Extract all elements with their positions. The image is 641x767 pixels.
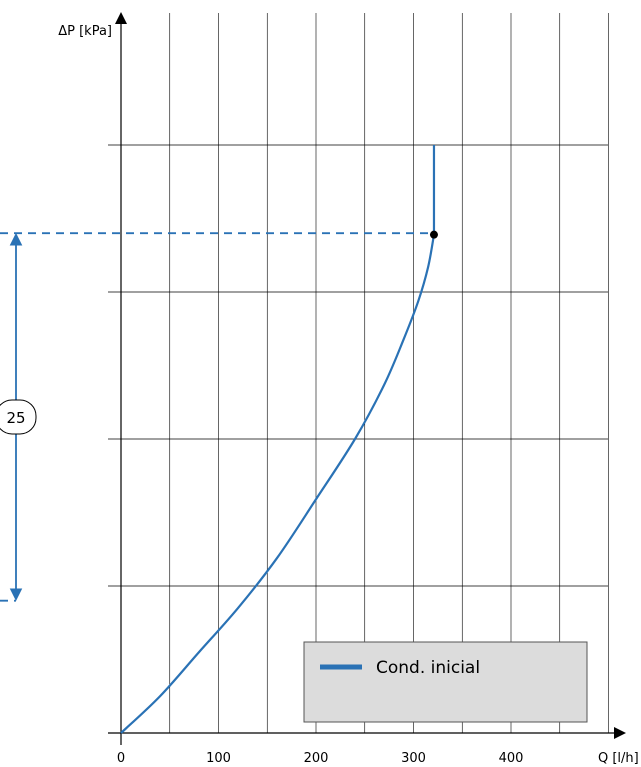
operating-point-marker — [429, 230, 438, 239]
legend-label: Cond. inicial — [376, 658, 480, 678]
y-axis-arrow-icon — [115, 12, 127, 24]
y-axis-label: ΔP [kPa] — [58, 24, 112, 39]
legend-box — [303, 641, 588, 723]
dimension-label: 25 — [6, 409, 25, 427]
dimension-annotation: 25 — [0, 232, 434, 602]
legend: Cond. inicial — [303, 641, 588, 723]
series-line-cond-inicial — [120, 145, 436, 734]
x-tick-label: 100 — [206, 751, 231, 766]
x-tick-label: 200 — [304, 751, 329, 766]
x-tick-labels: 0 100 200 300 400 — [117, 751, 524, 766]
x-axis-label: Q [l/h] — [598, 751, 639, 766]
x-tick-label: 300 — [401, 751, 426, 766]
axes — [108, 12, 626, 745]
x-tick-label: 400 — [499, 751, 524, 766]
grid — [108, 13, 609, 733]
dimension-label-box — [0, 399, 37, 435]
x-tick-label: 0 — [117, 751, 125, 766]
x-axis-arrow-icon — [614, 727, 626, 739]
